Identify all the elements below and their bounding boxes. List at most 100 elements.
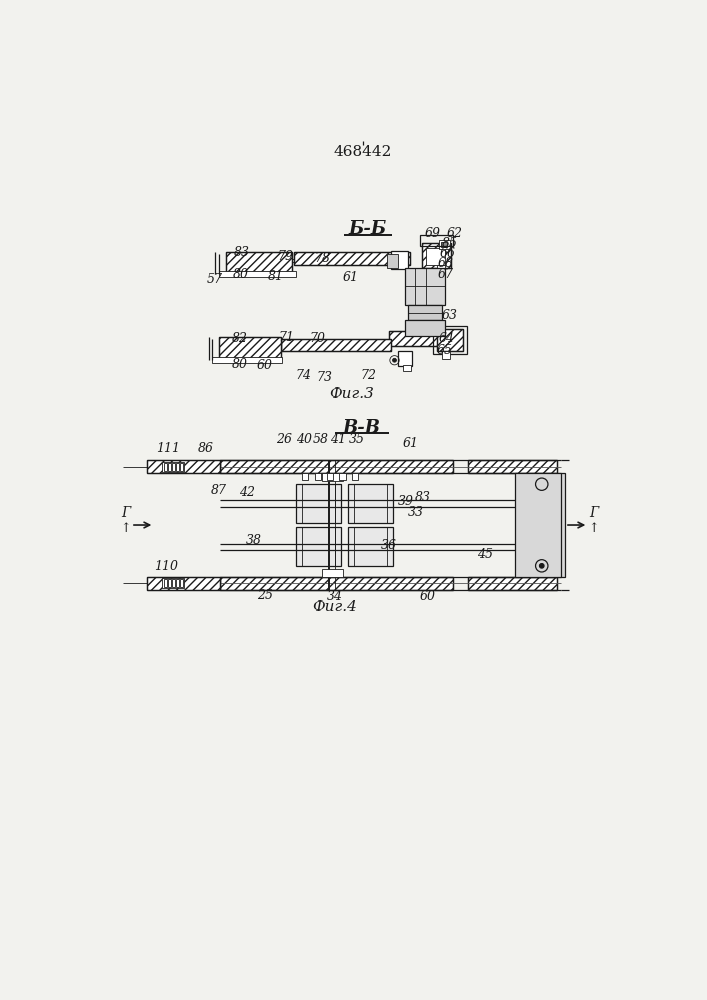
- Bar: [296, 527, 341, 566]
- Text: 39: 39: [398, 495, 414, 508]
- Bar: [426, 248, 445, 265]
- Bar: [168, 579, 171, 587]
- Bar: [315, 473, 321, 480]
- Bar: [218, 337, 281, 359]
- Text: 63: 63: [442, 309, 457, 322]
- Bar: [468, 577, 557, 590]
- Bar: [146, 577, 220, 590]
- Text: 73: 73: [317, 371, 333, 384]
- Bar: [403, 365, 411, 371]
- Circle shape: [392, 358, 397, 362]
- Bar: [408, 305, 442, 320]
- Text: 72: 72: [361, 369, 377, 382]
- Bar: [180, 463, 183, 471]
- Text: 81: 81: [268, 270, 284, 283]
- Bar: [421, 243, 451, 268]
- Text: Б-Б: Б-Б: [349, 220, 387, 238]
- Bar: [212, 357, 282, 363]
- Bar: [168, 463, 171, 471]
- Bar: [404, 268, 445, 305]
- Text: 60: 60: [257, 359, 273, 372]
- Text: 61: 61: [403, 437, 419, 450]
- Text: 468442: 468442: [334, 145, 392, 159]
- Bar: [281, 339, 391, 351]
- Bar: [404, 320, 445, 336]
- Bar: [420, 235, 452, 246]
- Bar: [218, 271, 296, 277]
- Bar: [468, 460, 557, 473]
- Bar: [226, 252, 292, 272]
- Bar: [468, 460, 557, 473]
- Text: 64: 64: [438, 332, 455, 345]
- Text: 79: 79: [277, 250, 293, 263]
- Text: 110: 110: [154, 560, 178, 573]
- Bar: [391, 251, 408, 269]
- Text: 61: 61: [342, 271, 358, 284]
- Bar: [303, 473, 308, 480]
- Text: 34: 34: [327, 590, 343, 603]
- Bar: [515, 473, 565, 577]
- Text: 85: 85: [443, 237, 458, 250]
- Bar: [352, 473, 358, 480]
- Bar: [348, 484, 393, 523]
- Bar: [176, 463, 179, 471]
- Bar: [172, 579, 175, 587]
- Text: 83: 83: [234, 246, 250, 259]
- Bar: [398, 351, 412, 366]
- Bar: [437, 329, 464, 351]
- Text: Г: Г: [121, 506, 130, 520]
- Bar: [146, 460, 220, 473]
- Bar: [389, 331, 442, 346]
- Bar: [218, 337, 281, 359]
- Bar: [421, 243, 451, 268]
- Text: ↑: ↑: [120, 522, 131, 535]
- Bar: [146, 460, 220, 473]
- Text: 78: 78: [315, 252, 330, 265]
- Bar: [162, 462, 184, 472]
- Bar: [226, 252, 292, 272]
- Bar: [146, 577, 220, 590]
- Text: 57: 57: [206, 273, 223, 286]
- Bar: [172, 463, 175, 471]
- Text: 74: 74: [296, 369, 312, 382]
- Text: 25: 25: [257, 589, 273, 602]
- Text: 41: 41: [330, 433, 346, 446]
- Text: 68: 68: [438, 257, 454, 270]
- Bar: [162, 578, 184, 588]
- Bar: [441, 242, 448, 247]
- Text: 80: 80: [231, 358, 247, 371]
- Text: 87: 87: [211, 484, 226, 497]
- Text: 42: 42: [239, 486, 255, 499]
- Bar: [293, 252, 410, 265]
- Text: 60: 60: [420, 590, 436, 603]
- Text: 36: 36: [381, 539, 397, 552]
- Text: 67: 67: [438, 267, 454, 280]
- Bar: [176, 579, 179, 587]
- Text: Фиг.3: Фиг.3: [329, 387, 374, 401]
- Text: 71: 71: [278, 331, 294, 344]
- Bar: [442, 351, 450, 359]
- Bar: [437, 265, 445, 271]
- Text: 38: 38: [245, 534, 262, 547]
- Text: 83: 83: [415, 491, 431, 504]
- Bar: [281, 339, 391, 351]
- Bar: [220, 460, 452, 473]
- Text: 62: 62: [446, 227, 462, 240]
- Bar: [387, 254, 397, 268]
- Bar: [327, 473, 333, 480]
- Text: Фиг.4: Фиг.4: [312, 600, 357, 614]
- Text: 26: 26: [276, 433, 293, 446]
- Text: 82: 82: [233, 332, 248, 345]
- Text: 65: 65: [437, 344, 453, 358]
- Bar: [180, 579, 183, 587]
- Bar: [164, 579, 168, 587]
- Bar: [389, 331, 442, 346]
- Text: ↑: ↑: [588, 522, 599, 535]
- Bar: [220, 577, 452, 590]
- Bar: [339, 473, 346, 480]
- Circle shape: [539, 564, 544, 568]
- Bar: [293, 252, 410, 265]
- Text: 45: 45: [477, 548, 493, 561]
- Text: 86: 86: [198, 442, 214, 455]
- Bar: [433, 326, 467, 354]
